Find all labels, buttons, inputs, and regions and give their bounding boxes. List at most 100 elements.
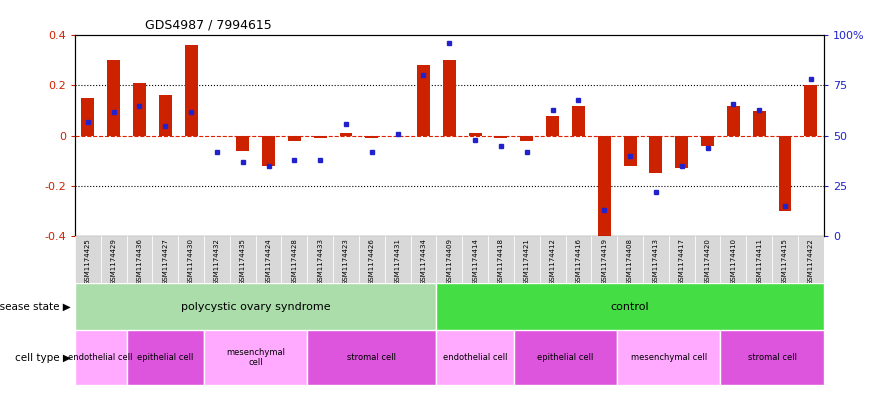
Text: control: control [611, 301, 649, 312]
Text: GSM1174431: GSM1174431 [395, 238, 401, 285]
Text: GSM1174419: GSM1174419 [601, 238, 607, 285]
Bar [100, 236, 127, 283]
Text: GSM1174430: GSM1174430 [188, 238, 194, 285]
Bar [281, 236, 307, 283]
Bar [566, 236, 591, 283]
Text: GSM1174425: GSM1174425 [85, 238, 91, 285]
Bar [488, 236, 514, 283]
Bar [598, 136, 611, 236]
Text: mesenchymal cell: mesenchymal cell [631, 353, 707, 362]
Text: GSM1174414: GSM1174414 [472, 238, 478, 285]
Bar [540, 236, 566, 283]
Bar [333, 236, 359, 283]
Bar [236, 136, 249, 151]
Text: epithelial cell: epithelial cell [537, 353, 594, 362]
Text: GSM1174421: GSM1174421 [524, 238, 529, 285]
Bar [643, 236, 669, 283]
Bar [204, 236, 230, 283]
Bar [359, 236, 385, 283]
Text: GSM1174433: GSM1174433 [317, 238, 323, 285]
Bar [469, 133, 482, 136]
Bar [339, 133, 352, 136]
Bar [494, 136, 507, 138]
Text: stromal cell: stromal cell [347, 353, 396, 362]
Bar [385, 236, 411, 283]
Bar [185, 45, 197, 136]
Bar [366, 136, 378, 138]
Bar [624, 136, 636, 165]
Text: cell type ▶: cell type ▶ [15, 353, 70, 363]
Bar [727, 105, 740, 136]
Text: GSM1174426: GSM1174426 [369, 238, 374, 285]
Text: GDS4987 / 7994615: GDS4987 / 7994615 [145, 18, 272, 31]
Bar [649, 136, 663, 173]
Bar [436, 330, 514, 385]
Bar [75, 236, 100, 283]
Text: epithelial cell: epithelial cell [137, 353, 194, 362]
Text: GSM1174418: GSM1174418 [498, 238, 504, 285]
Text: GSM1174409: GSM1174409 [447, 238, 452, 285]
Text: disease state ▶: disease state ▶ [0, 301, 70, 312]
Bar [701, 136, 714, 145]
Bar [411, 236, 436, 283]
Text: GSM1174422: GSM1174422 [808, 238, 814, 285]
Bar [779, 136, 791, 211]
Text: GSM1174424: GSM1174424 [265, 238, 271, 285]
Bar [463, 236, 488, 283]
Bar [159, 95, 172, 136]
Bar [75, 330, 127, 385]
Bar [152, 236, 178, 283]
Bar [262, 136, 275, 165]
Bar [804, 85, 818, 136]
Text: GSM1174427: GSM1174427 [162, 238, 168, 285]
Bar [307, 330, 436, 385]
Bar [436, 283, 824, 330]
Text: GSM1174435: GSM1174435 [240, 238, 246, 285]
Text: GSM1174413: GSM1174413 [653, 238, 659, 285]
Text: GSM1174436: GSM1174436 [137, 238, 143, 285]
Bar [721, 236, 746, 283]
Bar [204, 330, 307, 385]
Bar [572, 105, 585, 136]
Bar [752, 110, 766, 136]
Bar [75, 283, 436, 330]
Text: GSM1174415: GSM1174415 [782, 238, 788, 285]
Text: endothelial cell: endothelial cell [443, 353, 507, 362]
Text: GSM1174432: GSM1174432 [214, 238, 220, 285]
Bar [798, 236, 824, 283]
Bar [591, 236, 618, 283]
Text: GSM1174408: GSM1174408 [627, 238, 633, 285]
Text: GSM1174417: GSM1174417 [678, 238, 685, 285]
Bar [521, 136, 533, 141]
Text: GSM1174429: GSM1174429 [111, 238, 116, 285]
Text: GSM1174428: GSM1174428 [292, 238, 298, 285]
Bar [133, 83, 146, 136]
Text: endothelial cell: endothelial cell [69, 353, 133, 362]
Bar [772, 236, 798, 283]
Bar [514, 236, 540, 283]
Bar [694, 236, 721, 283]
Text: GSM1174416: GSM1174416 [575, 238, 581, 285]
Bar [746, 236, 772, 283]
Bar [178, 236, 204, 283]
Text: GSM1174420: GSM1174420 [705, 238, 711, 285]
Text: GSM1174412: GSM1174412 [550, 238, 556, 285]
Bar [675, 136, 688, 168]
Text: polycystic ovary syndrome: polycystic ovary syndrome [181, 301, 330, 312]
Bar [307, 236, 333, 283]
Bar [436, 236, 463, 283]
Text: GSM1174423: GSM1174423 [343, 238, 349, 285]
Bar [107, 61, 120, 136]
Bar [230, 236, 255, 283]
Bar [417, 65, 430, 136]
Text: GSM1174411: GSM1174411 [756, 238, 762, 285]
Bar [443, 61, 455, 136]
Bar [669, 236, 694, 283]
Bar [514, 330, 618, 385]
Bar [546, 116, 559, 136]
Bar [721, 330, 824, 385]
Bar [288, 136, 300, 141]
Bar [255, 236, 281, 283]
Bar [314, 136, 327, 138]
Bar [127, 330, 204, 385]
